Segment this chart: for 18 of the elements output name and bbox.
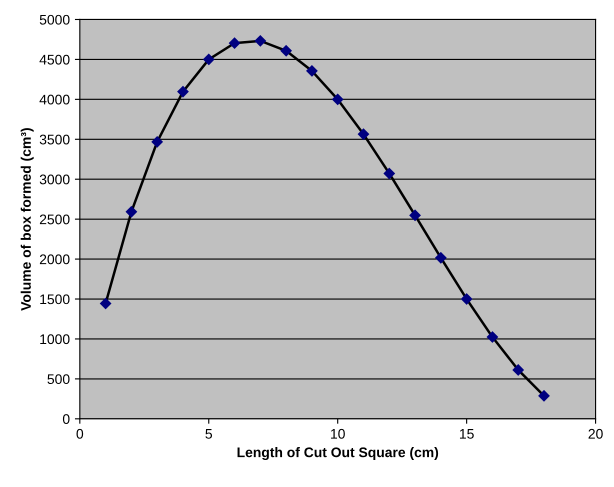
x-tick-label: 5 — [205, 429, 212, 439]
y-tick-label: 4000 — [40, 94, 70, 105]
y-tick-label: 5000 — [40, 14, 70, 25]
y-tick-label: 3000 — [40, 174, 70, 184]
y-axis-title: Volume of box formed (cm³) — [20, 128, 34, 311]
y-tick-label: 1000 — [40, 334, 70, 344]
y-tick-label: 500 — [47, 374, 70, 384]
x-axis-title: Length of Cut Out Square (cm) — [238, 447, 438, 460]
x-tick-label: 20 — [588, 428, 603, 439]
y-tick-label: 1500 — [40, 294, 70, 304]
x-tick-label: 0 — [76, 428, 84, 439]
y-tick-label: 3500 — [40, 134, 70, 144]
y-tick-label: 0 — [62, 414, 70, 424]
y-tick-label: 2000 — [40, 254, 70, 264]
x-tick-label: 10 — [331, 428, 345, 439]
y-tick-label: 2500 — [40, 214, 70, 224]
x-tick-label: 15 — [460, 429, 474, 439]
y-tick-label: 4500 — [40, 54, 70, 65]
